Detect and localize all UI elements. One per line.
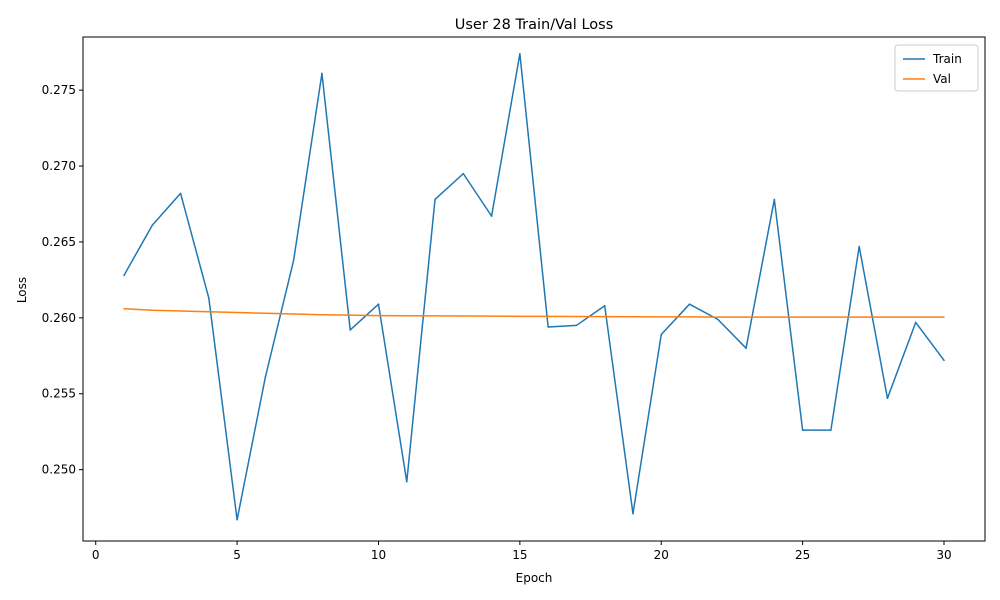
data-point-val — [914, 316, 917, 318]
data-point-val — [773, 316, 776, 318]
series-line-val — [123, 307, 944, 318]
data-point-train — [462, 172, 465, 175]
data-point-train — [575, 324, 578, 327]
y-tick-label: 0.265 — [42, 235, 76, 249]
data-point-val — [321, 314, 323, 316]
data-point-train — [547, 326, 549, 328]
data-point-train — [377, 303, 380, 305]
data-point-train — [406, 481, 408, 483]
data-point-train — [151, 224, 154, 226]
data-point-val — [151, 309, 154, 311]
data-point-train — [208, 297, 210, 299]
data-point-train — [519, 52, 521, 55]
data-point-val — [943, 316, 945, 318]
data-point-train — [236, 519, 238, 521]
data-point-val — [717, 316, 719, 318]
data-point-train — [490, 215, 493, 217]
data-point-train — [914, 321, 917, 324]
data-point-val — [660, 316, 662, 318]
x-tick-label: 0 — [92, 548, 100, 562]
data-point-val — [292, 313, 295, 315]
plot-area-frame — [82, 36, 986, 542]
data-point-train — [603, 304, 606, 307]
data-point-val — [434, 315, 436, 317]
data-point-val — [123, 307, 125, 310]
data-point-train — [943, 359, 945, 362]
data-point-val — [886, 316, 889, 318]
data-point-train — [292, 259, 295, 261]
x-tick-label: 5 — [233, 548, 241, 562]
data-point-val — [179, 310, 182, 312]
data-point-val — [490, 315, 493, 317]
data-point-val — [801, 316, 804, 318]
y-tick-label: 0.270 — [42, 159, 76, 173]
data-point-val — [688, 316, 691, 318]
y-tick-label: 0.275 — [42, 83, 76, 97]
data-point-train — [745, 347, 747, 349]
data-point-train — [349, 329, 351, 331]
axis-ticks: 0 5 10 15 20 25 30 0.250 0.255 0.260 0.265 0.270 0.2… — [42, 83, 952, 562]
data-point-train — [688, 303, 691, 305]
data-point-val — [575, 315, 578, 318]
data-point-val — [745, 316, 747, 318]
data-point-val — [406, 314, 408, 317]
data-point-val — [264, 312, 267, 315]
data-point-train — [264, 376, 267, 378]
data-point-train — [773, 198, 776, 201]
y-tick-label: 0.260 — [42, 311, 76, 325]
legend: Train Val — [894, 44, 979, 92]
series-lines — [123, 52, 945, 521]
x-tick-label: 30 — [936, 548, 951, 562]
data-point-val — [377, 314, 380, 317]
y-axis-label: Loss — [15, 277, 29, 303]
data-point-train — [801, 429, 804, 431]
x-tick-label: 15 — [512, 548, 527, 562]
data-point-train — [434, 198, 436, 201]
data-point-val — [462, 315, 465, 317]
chart-title: User 28 Train/Val Loss — [455, 17, 614, 33]
series-line-train — [123, 52, 945, 521]
x-tick-label: 25 — [795, 548, 810, 562]
data-point-val — [603, 315, 606, 318]
x-tick-label: 10 — [371, 548, 386, 562]
data-point-val — [349, 314, 351, 316]
data-point-train — [830, 429, 832, 431]
data-point-train — [123, 274, 125, 277]
legend-label-train: Train — [932, 52, 962, 66]
data-point-train — [886, 397, 889, 400]
y-tick-label: 0.255 — [42, 387, 76, 401]
data-point-train — [632, 512, 634, 515]
x-axis-label: Epoch — [516, 571, 553, 585]
data-point-train — [717, 318, 719, 321]
data-point-train — [858, 245, 860, 248]
data-point-val — [547, 315, 549, 318]
data-point-train — [179, 192, 182, 195]
data-point-val — [830, 316, 832, 318]
data-point-train — [660, 333, 662, 336]
x-tick-label: 20 — [654, 548, 669, 562]
data-point-val — [208, 311, 210, 313]
data-point-train — [321, 72, 323, 75]
y-tick-label: 0.250 — [42, 463, 76, 477]
data-point-val — [236, 311, 238, 314]
data-point-val — [519, 315, 521, 318]
data-point-val — [632, 316, 634, 318]
data-point-val — [858, 316, 860, 318]
legend-label-val: Val — [933, 72, 951, 86]
